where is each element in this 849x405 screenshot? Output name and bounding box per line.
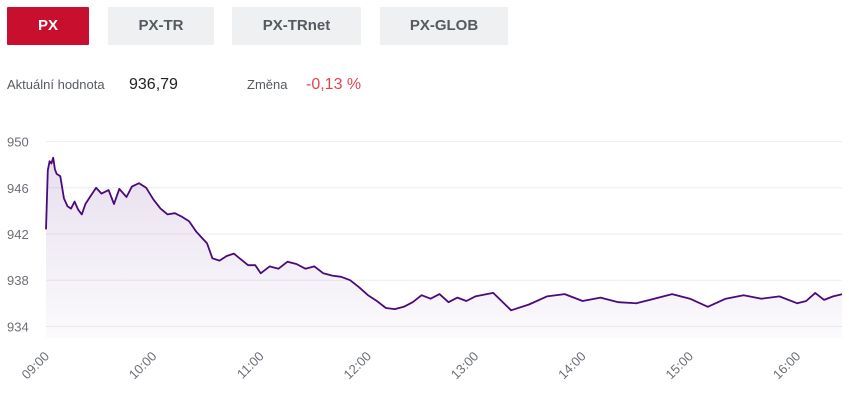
x-tick-label: 13:00 (448, 349, 482, 383)
tab-px-trnet[interactable]: PX-TRnet (232, 7, 361, 45)
change-value: -0,13 % (306, 76, 362, 93)
y-tick-label: 950 (7, 135, 29, 150)
tab-px-tr[interactable]: PX-TR (108, 7, 214, 45)
x-axis-labels: 09:00 10:00 11:00 12:00 13:00 14:00 15:00 16:00 (19, 349, 804, 383)
chart-line-layer (45, 156, 843, 312)
x-tick-label: 11:00 (234, 349, 267, 382)
tab-px-glob[interactable]: PX-GLOB (380, 7, 508, 45)
x-tick-label: 09:00 (19, 349, 53, 383)
y-tick-label: 942 (7, 227, 29, 242)
current-value-label: Aktuální hodnota (7, 77, 105, 92)
series-line (45, 156, 843, 312)
x-tick-label: 16:00 (770, 349, 804, 383)
tab-px[interactable]: PX (7, 7, 89, 45)
chart-area-layer (46, 157, 842, 338)
change-label: Změna (247, 77, 288, 92)
y-tick-label: 946 (7, 181, 29, 196)
x-tick-label: 10:00 (126, 349, 160, 383)
x-tick-label: 15:00 (662, 349, 696, 383)
y-tick-label: 934 (7, 319, 29, 334)
x-tick-label: 14:00 (555, 349, 589, 383)
y-tick-label: 938 (7, 273, 29, 288)
current-value: 936,79 (129, 76, 178, 93)
y-axis-labels: 950 946 942 938 934 (7, 135, 29, 335)
series-area (46, 157, 842, 338)
x-tick-label: 12:00 (340, 349, 374, 383)
index-chart: 950 946 942 938 934 09:00 10:00 11:00 12:00 13:0… (7, 135, 843, 383)
